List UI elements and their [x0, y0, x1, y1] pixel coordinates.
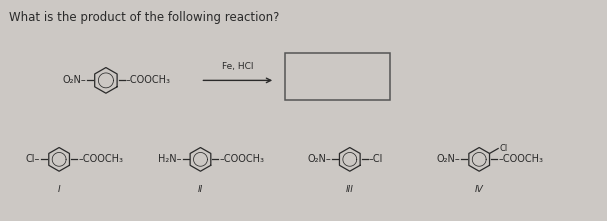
Text: –COOCH₃: –COOCH₃	[219, 154, 265, 164]
Text: III: III	[346, 185, 354, 194]
Text: Fe, HCl: Fe, HCl	[222, 63, 254, 72]
Bar	[285, 53, 390, 100]
Text: O₂N–: O₂N–	[63, 75, 86, 85]
Text: –COOCH₃: –COOCH₃	[78, 154, 123, 164]
Text: I: I	[58, 185, 61, 194]
Text: –COOCH₃: –COOCH₃	[498, 154, 543, 164]
Text: II: II	[198, 185, 203, 194]
Text: O₂N–: O₂N–	[436, 154, 460, 164]
Text: Cl: Cl	[499, 144, 507, 153]
Text: Cl–: Cl–	[26, 154, 40, 164]
Text: O₂N–: O₂N–	[307, 154, 331, 164]
Text: IV: IV	[475, 185, 484, 194]
Text: What is the product of the following reaction?: What is the product of the following rea…	[9, 11, 280, 24]
Text: H₂N–: H₂N–	[158, 154, 181, 164]
Text: –COOCH₃: –COOCH₃	[126, 75, 171, 85]
Text: –Cl: –Cl	[368, 154, 383, 164]
